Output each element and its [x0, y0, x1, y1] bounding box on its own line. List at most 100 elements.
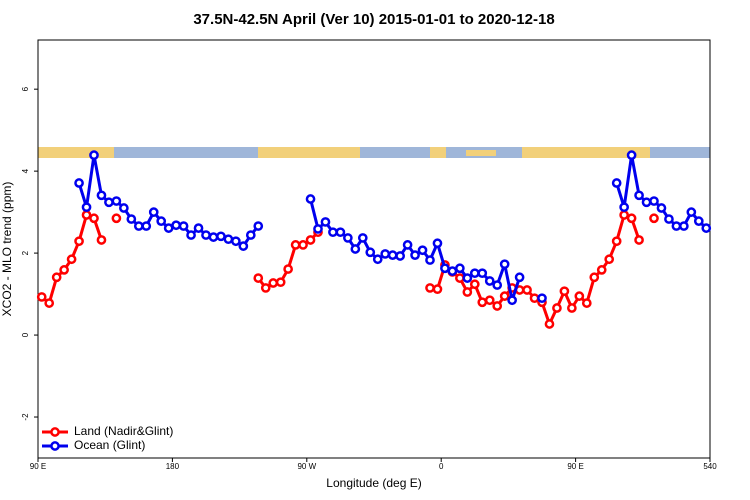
- y-tick-label: -2: [21, 413, 30, 421]
- data-point: [559, 286, 570, 297]
- data-point: [410, 250, 420, 260]
- data-point: [66, 254, 77, 265]
- data-point: [89, 213, 99, 224]
- data-point: [507, 295, 517, 306]
- data-point: [484, 276, 495, 286]
- data-point: [328, 227, 338, 238]
- data-point: [51, 272, 62, 283]
- land-ocean-strip: [38, 147, 710, 158]
- data-point: [619, 210, 629, 220]
- data-point: [193, 223, 204, 233]
- chart-title: 37.5N-42.5N April (Ver 10) 2015-01-01 to…: [193, 11, 554, 28]
- data-point: [477, 297, 488, 308]
- data-point: [649, 196, 659, 206]
- data-point: [641, 197, 652, 208]
- data-point: [357, 233, 368, 243]
- data-point: [701, 223, 712, 233]
- data-point: [469, 268, 480, 279]
- data-point: [626, 150, 637, 161]
- data-point: [350, 244, 361, 254]
- data-point: [432, 238, 443, 249]
- data-point: [656, 203, 667, 213]
- data-point: [186, 230, 196, 240]
- data-point: [425, 283, 435, 293]
- data-point: [425, 255, 435, 265]
- data-point: [275, 277, 286, 288]
- data-point: [626, 213, 637, 224]
- data-point: [514, 272, 525, 283]
- data-point: [417, 245, 428, 256]
- land-strip: [38, 147, 114, 158]
- data-point: [693, 216, 704, 226]
- data-point: [634, 190, 644, 201]
- data-point: [148, 207, 159, 217]
- data-point: [395, 251, 405, 261]
- data-point: [492, 280, 503, 290]
- data-point: [104, 197, 114, 208]
- data-point: [201, 230, 211, 240]
- data-point: [253, 221, 264, 231]
- data-point: [402, 240, 413, 250]
- y-tick-label: 6: [21, 86, 30, 91]
- data-point: [111, 213, 122, 224]
- x-axis-label: Longitude (deg E): [326, 476, 421, 490]
- data-point: [119, 203, 129, 213]
- data-point: [537, 293, 547, 304]
- data-point: [231, 236, 241, 247]
- data-point: [178, 221, 189, 231]
- land-strip: [258, 147, 360, 158]
- data-point: [156, 216, 167, 226]
- data-point: [298, 240, 308, 250]
- data-point: [679, 221, 689, 231]
- data-point: [552, 303, 562, 313]
- x-tick-label: 90 E: [567, 462, 583, 471]
- data-point: [365, 247, 376, 258]
- data-point: [469, 279, 480, 290]
- data-point: [664, 214, 674, 224]
- data-point: [268, 278, 279, 288]
- data-point: [59, 265, 69, 275]
- x-tick-label: 180: [166, 462, 180, 471]
- data-point: [305, 235, 316, 245]
- data-point: [432, 284, 443, 295]
- data-point: [260, 283, 271, 293]
- plot-frame: [37, 39, 711, 459]
- data-point: [387, 250, 398, 260]
- data-point: [440, 263, 450, 274]
- data-point: [484, 295, 495, 306]
- data-point: [581, 298, 592, 308]
- data-point: [372, 254, 383, 265]
- data-point: [96, 190, 107, 201]
- data-point: [522, 285, 532, 295]
- data-point: [335, 227, 346, 238]
- y-tick-label: 4: [21, 168, 30, 173]
- data-point: [462, 287, 473, 297]
- x-tick-label: 90 E: [30, 462, 46, 471]
- data-point: [686, 207, 697, 217]
- data-point: [208, 232, 219, 242]
- data-point: [649, 213, 659, 224]
- data-point: [171, 220, 181, 231]
- ocean-strip: [38, 147, 710, 158]
- data-point: [290, 240, 301, 250]
- data-point: [283, 264, 293, 274]
- data-point: [126, 214, 137, 224]
- data-point: [89, 150, 99, 161]
- data-point: [499, 291, 510, 301]
- data-point: [36, 292, 47, 302]
- data-point: [611, 236, 622, 247]
- data-point: [111, 196, 122, 206]
- data-point: [499, 259, 510, 270]
- land-strip: [522, 147, 650, 158]
- legend-swatch-point: [50, 441, 60, 451]
- data-point: [671, 221, 682, 231]
- data-point: [343, 233, 353, 243]
- land-strip: [430, 147, 446, 158]
- data-point: [305, 194, 316, 204]
- data-point: [529, 293, 540, 304]
- data-point: [455, 273, 465, 283]
- data-point: [634, 235, 644, 245]
- data-point: [74, 178, 84, 188]
- data-point: [619, 202, 629, 213]
